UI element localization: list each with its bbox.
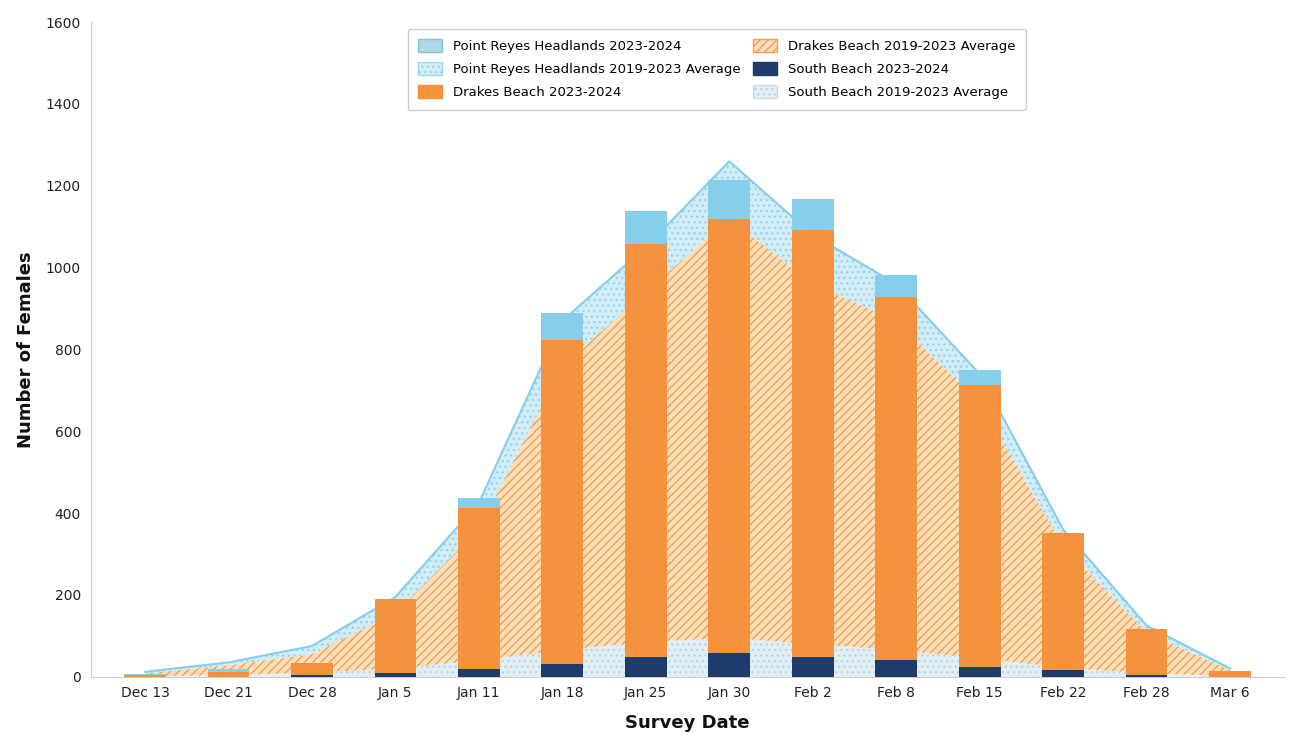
Bar xyxy=(876,297,917,660)
Bar xyxy=(709,219,751,653)
Bar xyxy=(124,676,165,677)
Bar xyxy=(541,313,583,340)
Bar xyxy=(959,667,1000,677)
Bar xyxy=(208,669,250,672)
Bar xyxy=(876,275,917,297)
Bar xyxy=(792,199,834,230)
Bar xyxy=(541,664,583,677)
Bar xyxy=(1042,670,1084,677)
Bar xyxy=(375,599,416,673)
Bar xyxy=(1209,671,1252,677)
Bar xyxy=(208,672,250,677)
Bar xyxy=(458,497,500,508)
Bar xyxy=(458,508,500,670)
Bar xyxy=(624,211,666,244)
Bar xyxy=(291,675,333,677)
Y-axis label: Number of Females: Number of Females xyxy=(17,251,35,448)
Bar xyxy=(792,657,834,677)
Bar xyxy=(458,670,500,677)
Bar xyxy=(375,673,416,677)
Bar xyxy=(1125,675,1167,677)
Bar xyxy=(709,653,751,677)
Bar xyxy=(1125,629,1167,675)
Bar xyxy=(792,230,834,657)
Bar xyxy=(959,370,1000,385)
Legend: Point Reyes Headlands 2023-2024, Point Reyes Headlands 2019-2023 Average, Drakes: Point Reyes Headlands 2023-2024, Point R… xyxy=(407,28,1025,110)
Bar xyxy=(124,674,165,676)
Bar xyxy=(876,660,917,677)
X-axis label: Survey Date: Survey Date xyxy=(626,715,749,733)
Bar xyxy=(709,181,751,219)
Bar xyxy=(291,663,333,675)
Bar xyxy=(624,244,666,657)
Bar xyxy=(624,657,666,677)
Bar xyxy=(1042,533,1084,670)
Bar xyxy=(959,385,1000,667)
Bar xyxy=(541,340,583,664)
